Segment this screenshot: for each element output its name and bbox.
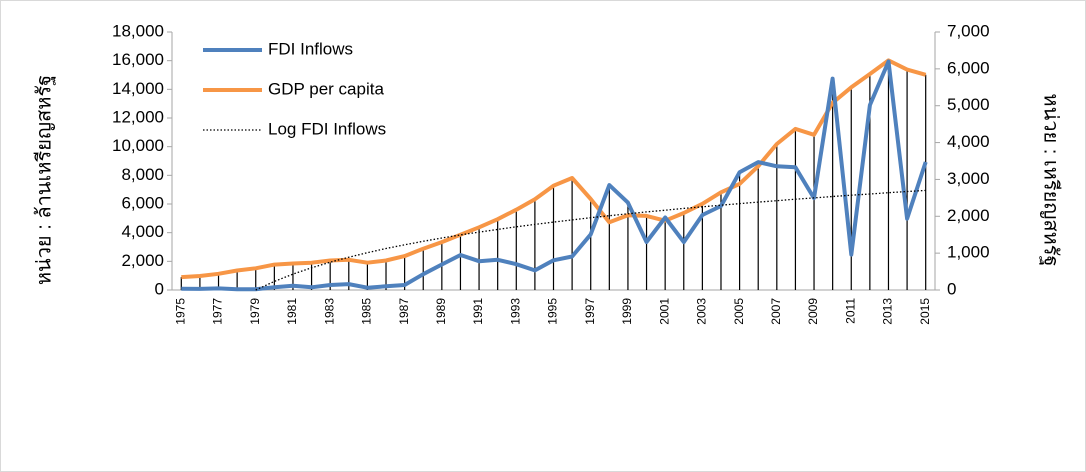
series-line bbox=[181, 59, 928, 292]
x-tick-label: 1977 bbox=[211, 298, 225, 325]
y-tick-label: 12,000 bbox=[112, 107, 164, 126]
legend-label: FDI Inflows bbox=[268, 39, 353, 58]
x-tick-label: 2011 bbox=[843, 298, 857, 324]
x-tick-label: 1975 bbox=[173, 298, 187, 325]
x-tick-label: 2005 bbox=[732, 298, 746, 325]
x-tick-label: 2001 bbox=[657, 298, 671, 325]
y2-axis-title: หน่วย : เหรียญสหรัฐ bbox=[1040, 93, 1062, 266]
x-tick-label: 1989 bbox=[434, 298, 448, 325]
y-tick-label: 18,000 bbox=[112, 21, 164, 40]
y-tick-label: 14,000 bbox=[112, 79, 164, 98]
y-tick-label: 6,000 bbox=[121, 193, 164, 212]
y2-tick-label: 3,000 bbox=[947, 169, 990, 188]
y-tick-label: 2,000 bbox=[121, 251, 164, 270]
y-tick-label: 4,000 bbox=[121, 222, 164, 241]
x-tick-label: 1981 bbox=[285, 298, 299, 325]
y2-tick-label: 1,000 bbox=[947, 243, 990, 262]
x-tick-label: 1997 bbox=[583, 298, 597, 325]
x-tick-label: 1985 bbox=[360, 298, 374, 325]
x-tick-label: 1993 bbox=[508, 298, 522, 325]
y2-tick-label: 7,000 bbox=[947, 21, 990, 40]
y-tick-label: 10,000 bbox=[112, 136, 164, 155]
series-line bbox=[181, 58, 927, 280]
legend-label: GDP per capita bbox=[268, 79, 384, 98]
y-tick-label: 0 bbox=[155, 279, 164, 298]
x-tick-label: 2003 bbox=[695, 298, 709, 325]
y2-tick-label: 0 bbox=[947, 279, 956, 298]
legend-label: Log FDI Inflows bbox=[268, 119, 386, 138]
y-tick-label: 8,000 bbox=[121, 165, 164, 184]
x-tick-label: 1987 bbox=[397, 298, 411, 325]
y-axis-title: หน่วย : ล้านเหรียญสหรัฐ bbox=[33, 75, 55, 285]
series-line bbox=[255, 189, 926, 291]
x-tick-label: 2009 bbox=[806, 298, 820, 325]
x-tick-label: 2015 bbox=[918, 298, 932, 325]
y2-tick-label: 6,000 bbox=[947, 58, 990, 77]
y2-tick-label: 4,000 bbox=[947, 132, 990, 151]
x-tick-label: 2013 bbox=[881, 298, 895, 325]
x-tick-label: 1979 bbox=[248, 298, 262, 325]
x-tick-label: 2007 bbox=[769, 298, 783, 325]
x-tick-label: 1983 bbox=[322, 298, 336, 325]
y2-tick-label: 2,000 bbox=[947, 206, 990, 225]
x-tick-label: 1995 bbox=[546, 298, 560, 325]
y-tick-label: 16,000 bbox=[112, 50, 164, 69]
x-tick-label: 1999 bbox=[620, 298, 634, 325]
x-tick-label: 1991 bbox=[471, 298, 485, 325]
y2-tick-label: 5,000 bbox=[947, 95, 990, 114]
